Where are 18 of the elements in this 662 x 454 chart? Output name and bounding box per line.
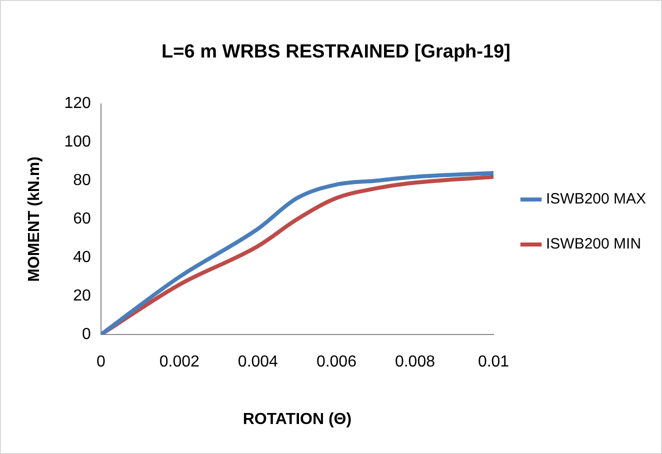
x-tick-label: 0.008 [394,354,436,371]
x-axis-title: ROTATION (Θ) [242,410,352,428]
x-tick-label: 0.006 [316,354,357,371]
y-tick-label: 120 [64,95,91,112]
y-tick-label: 40 [73,249,91,266]
chart-title: L=6 m WRBS RESTRAINED [Graph-19] [162,42,510,63]
x-tick-label: 0.002 [159,354,200,371]
y-tick-label: 100 [64,134,91,151]
x-tick-label: 0.004 [238,354,278,371]
legend-label: ISWB200 MIN [546,236,642,253]
x-tick-label: 0 [96,354,106,371]
y-axis-title: MOMENT (kN.m) [26,156,44,282]
y-tick-label: 80 [73,172,91,190]
legend-label: ISWB200 MAX [546,190,646,208]
y-tick-label: 20 [73,288,91,305]
y-tick-label: 60 [73,210,91,228]
x-tick-label: 0.01 [478,354,510,371]
y-tick-label: 0 [82,326,91,344]
